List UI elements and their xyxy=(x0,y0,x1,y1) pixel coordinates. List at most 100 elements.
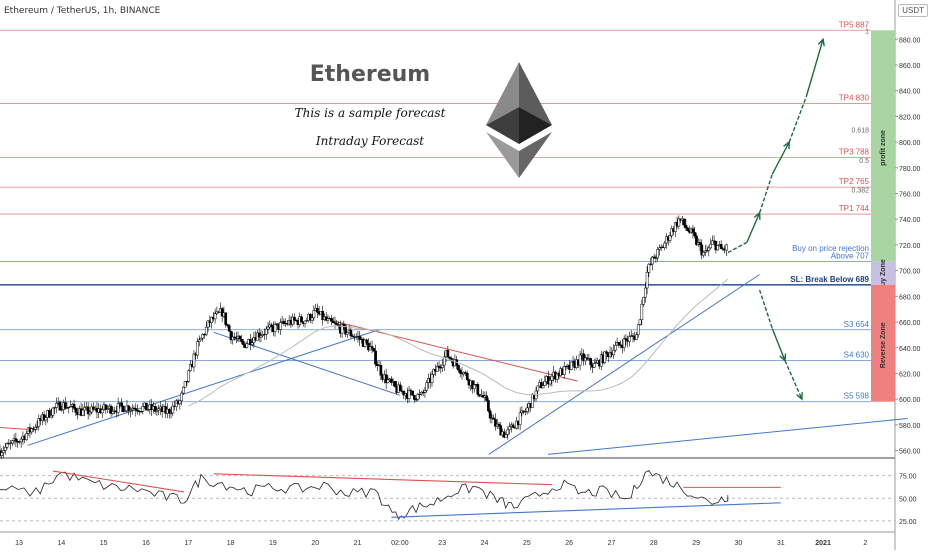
quote-currency-badge[interactable]: USDT xyxy=(898,4,928,17)
candle-body xyxy=(227,325,231,332)
candle-body xyxy=(169,412,173,414)
candle xyxy=(476,381,480,397)
candle-body xyxy=(548,380,552,385)
candle xyxy=(5,441,9,450)
candle xyxy=(180,390,183,406)
candle-body xyxy=(291,316,295,325)
candle xyxy=(642,296,645,307)
candle xyxy=(437,361,441,372)
candle-body xyxy=(425,382,429,391)
candle-body xyxy=(33,426,37,430)
candle-body xyxy=(379,364,383,376)
candle xyxy=(224,312,228,328)
candle-body xyxy=(0,452,4,456)
candle-body xyxy=(569,361,573,370)
candle xyxy=(270,322,273,333)
candle xyxy=(88,410,92,417)
candle-body xyxy=(120,402,124,407)
candle xyxy=(550,373,554,387)
candle-body xyxy=(365,339,369,344)
candle xyxy=(263,328,266,340)
candle-body xyxy=(668,235,672,241)
candle xyxy=(321,305,325,326)
candle xyxy=(605,349,608,360)
candle xyxy=(241,338,245,348)
forecast-arrowhead xyxy=(779,353,787,363)
candle-body xyxy=(465,373,469,380)
time-tick-label: 14 xyxy=(57,540,65,547)
candle xyxy=(2,445,5,458)
forecast-segment xyxy=(771,328,786,361)
candle xyxy=(589,357,593,371)
candle xyxy=(81,404,85,416)
candle-body xyxy=(249,339,252,345)
candle xyxy=(506,426,510,440)
candle-body xyxy=(326,318,330,321)
candle-body xyxy=(130,407,134,411)
rsi-tick-label: 50.00 xyxy=(899,496,917,503)
candle xyxy=(631,333,635,343)
candle xyxy=(187,369,191,383)
candle-body xyxy=(233,336,236,339)
candle-body xyxy=(654,257,658,259)
candle xyxy=(340,322,344,338)
candle xyxy=(116,397,120,417)
candle-body xyxy=(349,329,353,337)
overlay-subtitle-2: Intraday Forecast xyxy=(315,134,425,148)
candle-body xyxy=(18,441,21,443)
candle xyxy=(651,256,654,271)
candle xyxy=(231,331,235,345)
candle xyxy=(134,403,138,417)
price-tick-label: 740.00 xyxy=(899,217,921,224)
candle-body xyxy=(224,312,228,325)
candle xyxy=(326,314,330,324)
candle-body xyxy=(407,389,411,399)
symbol-label[interactable]: Ethereum / TetherUS, 1h, BINANCE xyxy=(4,6,161,16)
candle-body xyxy=(250,342,254,345)
candle-body xyxy=(141,406,145,412)
candle-body xyxy=(300,316,303,323)
overlay-title: Ethereum xyxy=(309,62,431,87)
candle-body xyxy=(273,324,277,333)
candle xyxy=(703,244,707,257)
candle-body xyxy=(488,410,492,419)
candle-body xyxy=(594,362,598,364)
candle-body xyxy=(116,403,120,413)
candle-body xyxy=(344,325,347,335)
candle xyxy=(636,324,640,338)
candle xyxy=(316,303,319,318)
candle xyxy=(698,238,702,252)
price-level-label: S5 598 xyxy=(844,392,870,401)
candle xyxy=(700,239,704,260)
candle-body xyxy=(197,339,201,342)
candle xyxy=(308,313,312,323)
candle xyxy=(278,318,282,335)
candle xyxy=(617,342,621,348)
fib-level-label: 0.382 xyxy=(851,188,869,195)
candle xyxy=(684,218,688,231)
candle xyxy=(725,243,728,256)
candle-body xyxy=(180,392,183,402)
candle-body xyxy=(178,400,182,405)
candle xyxy=(555,372,559,383)
candle-body xyxy=(51,407,55,416)
candle xyxy=(702,250,705,258)
candle-body xyxy=(3,447,7,451)
price-level-label: Buy on price rejection xyxy=(792,244,869,253)
candle-body xyxy=(312,310,316,318)
candle xyxy=(504,433,508,438)
candle-body xyxy=(37,418,41,427)
candle-body xyxy=(48,410,51,418)
candle xyxy=(518,407,522,431)
candle-body xyxy=(204,326,208,335)
candle xyxy=(511,422,515,428)
forecast-segment xyxy=(784,360,803,400)
candle xyxy=(157,404,161,415)
candle-body xyxy=(643,287,647,298)
candle-body xyxy=(691,228,695,233)
candle-body xyxy=(335,323,339,325)
candle xyxy=(411,390,414,397)
candle xyxy=(259,330,263,343)
